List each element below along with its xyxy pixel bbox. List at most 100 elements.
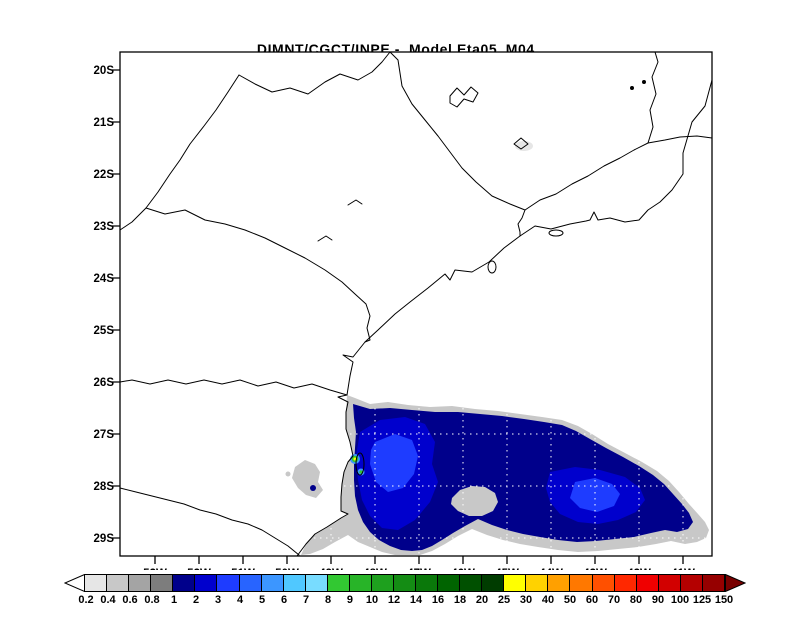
colorbar-label: 9 [346,594,354,606]
y-tick-marks [112,69,120,539]
colorbar-label: 18 [453,594,467,606]
colorbar-segment [392,574,416,592]
x-tick-label: 52W [187,568,211,570]
map-outlines [119,51,713,557]
x-tick-label: 43W [583,568,607,570]
y-tick-label: 23S [94,221,115,233]
y-tick-label: 28S [94,481,115,493]
precip-core-east-strong [570,478,620,512]
colorbar-label: 70 [607,594,621,606]
state-border-parana-river [119,74,240,231]
x-tick-marks [154,556,684,564]
colorbar-segment [459,574,483,592]
colorbar-label: 5 [258,594,266,606]
colorbar-segment [503,574,527,592]
colorbar-segment [591,574,615,592]
colorbar-label: 100 [670,594,690,606]
y-tick-label: 27S [94,429,115,441]
x-tick-label: 42W [627,568,651,570]
colorbar-label: 80 [629,594,643,606]
colorbar-label: 2 [192,594,200,606]
state-border-rj-es [647,135,713,144]
reservoir-furnas [449,86,479,108]
x-tick-label: 50W [275,568,299,570]
colorbar-segment [326,574,350,592]
state-border-pr-sc [119,379,348,396]
colorbar-label: 4 [236,594,244,606]
small-lake-dot [630,86,634,90]
state-border-sp-rj [517,209,526,237]
precip-cell [359,470,363,474]
colorbar-label: 150 [714,594,734,606]
colorbar-segment [106,574,130,592]
colorbar-segment [260,574,284,592]
x-tick-label: 49W [319,568,343,570]
colorbar-segment [348,574,372,592]
colorbar-segments [64,574,746,592]
colorbar-label: 0.2 [78,594,94,606]
x-tick-label: 47W [407,568,431,570]
colorbar-segment [415,574,439,592]
colorbar-label: 0.8 [144,594,160,606]
colorbar-segment [613,574,637,592]
colorbar-segment [547,574,571,592]
colorbar-segment [150,574,174,592]
precip-dot-inland [310,485,316,491]
colorbar-segment [437,574,461,592]
x-tick-label: 48W [363,568,387,570]
colorbar-label: 16 [431,594,445,606]
colorbar-labels: 0.2 0.4 0.6 0.8 1 2 3 4 5 6 7 8 9 10 12 14 16 18 20 25 30 40 5… [64,594,746,610]
colorbar-segment [481,574,505,592]
x-tick-label: 44W [539,568,563,570]
y-axis-labels: 20S 21S 22S 23S 24S 25S 26S 27S 28S 29S [94,65,115,545]
colorbar-arrow-left [64,574,86,592]
colorbar-label: 20 [475,594,489,606]
colorbar-label: 8 [324,594,332,606]
x-tick-label: 53W [143,568,167,570]
precipitation-shading [285,141,709,555]
graticule-dotted [301,395,709,555]
y-tick-label: 24S [94,273,115,285]
colorbar-label: 12 [387,594,401,606]
colorbar-segment [569,574,593,592]
colorbar-label: 0.4 [100,594,116,606]
colorbar-label: 10 [365,594,379,606]
colorbar-segment [84,574,108,592]
colorbar-label: 14 [409,594,423,606]
precip-speck [285,471,291,477]
island-ilhabela [487,260,497,274]
small-lake-dot [642,80,646,84]
colorbar-segment [679,574,703,592]
colorbar-segment [525,574,549,592]
colorbar-segment [635,574,659,592]
colorbar-arrow-right [724,574,746,592]
colorbar-label: 90 [651,594,665,606]
colorbar-segment [304,574,328,592]
x-tick-label: 45W [495,568,519,570]
state-border-mg-sp [238,51,526,211]
x-axis-labels: 53W 52W 51W 50W 49W 48W 47W 46W 45W 44W … [143,568,695,570]
colorbar-label: 3 [214,594,222,606]
y-tick-label: 25S [94,325,115,337]
y-tick-label: 26S [94,377,115,389]
state-border-sp-pr [145,207,371,343]
precip-cell-max [353,457,357,461]
colorbar-label: 125 [692,594,712,606]
colorbar-label: 1 [170,594,178,606]
colorbar-segment [216,574,240,592]
y-tick-label: 29S [94,533,115,545]
y-tick-label: 20S [94,65,115,77]
map-frame [119,51,713,557]
colorbar-segment [282,574,306,592]
colorbar-label: 7 [302,594,310,606]
y-tick-label: 21S [94,117,115,129]
island-santa-catarina [355,452,365,476]
map-canvas: 20S 21S 22S 23S 24S 25S 26S 27S 28S 29S … [94,51,713,570]
reservoir-jurumirim [317,235,333,242]
island-ilha-grande [548,229,564,237]
colorbar-segment [128,574,152,592]
colorbar-segment [701,574,725,592]
colorbar-label: 50 [563,594,577,606]
precip-core-west-strong [370,434,418,492]
